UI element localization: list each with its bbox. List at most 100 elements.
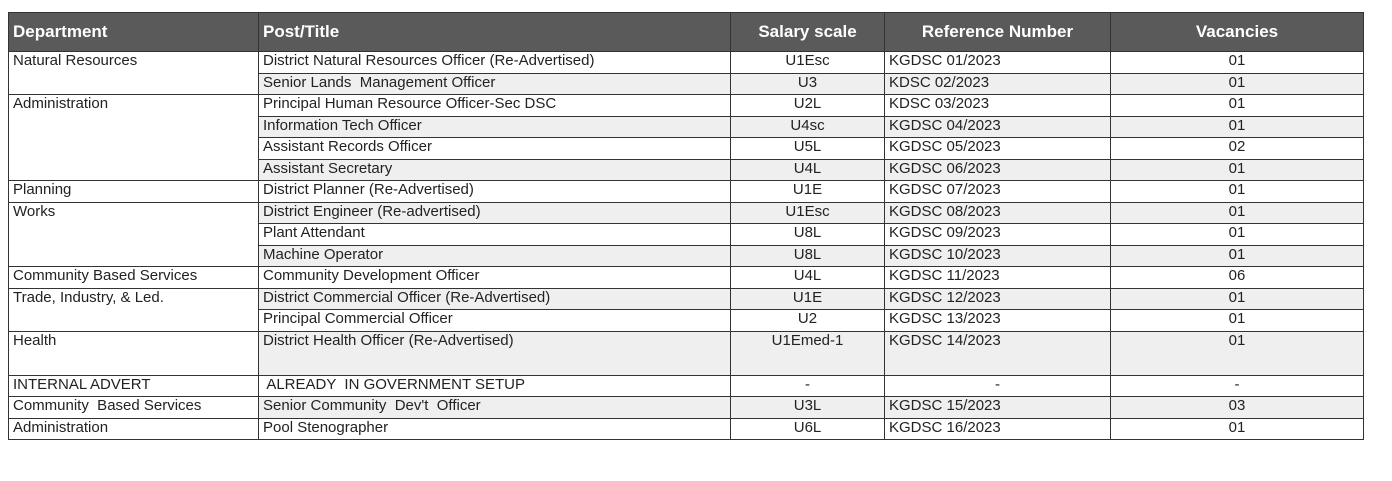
salary-cell: - <box>730 374 885 397</box>
post-cell: ALREADY IN GOVERNMENT SETUP <box>258 374 731 397</box>
table-row: Principal Commercial Officer U2 KGDSC 13/2… <box>9 309 1364 332</box>
vacancies-cell: 01 <box>1110 158 1364 181</box>
salary-cell: U5L <box>730 137 885 160</box>
header-row: Department Post/Title Salary scale Referenc… <box>8 12 1364 52</box>
department-cell: Administration <box>8 94 259 181</box>
post-cell: Pool Stenographer <box>258 417 731 440</box>
vacancies-cell: - <box>1110 374 1364 397</box>
salary-cell: U3L <box>730 396 885 419</box>
header-cell: Department <box>8 12 259 52</box>
salary-cell: U8L <box>730 223 885 246</box>
reference-cell: KGDSC 11/2023 <box>884 266 1111 289</box>
salary-cell: U1E <box>730 287 885 310</box>
post-cell: Principal Human Resource Officer-Sec DSC <box>258 94 731 117</box>
vacancies-cell: 01 <box>1110 72 1364 95</box>
salary-cell: U1E <box>730 180 885 203</box>
reference-cell: KGDSC 10/2023 <box>884 244 1111 267</box>
reference-cell: - <box>884 374 1111 397</box>
post-cell: Senior Community Dev't Officer <box>258 396 731 419</box>
salary-cell: U8L <box>730 244 885 267</box>
department-cell: Natural Resources <box>8 51 259 95</box>
table-row: Administration Principal Human Resource O… <box>8 94 1364 181</box>
vacancies-cell: 01 <box>1110 201 1364 224</box>
reference-cell: KGDSC 13/2023 <box>884 309 1111 332</box>
post-cell: District Natural Resources Officer (Re-A… <box>258 51 731 74</box>
post-cell: Principal Commercial Officer <box>258 309 731 332</box>
table-row: Community Based Services Senior Community… <box>8 396 1364 419</box>
reference-cell: KGDSC 09/2023 <box>884 223 1111 246</box>
vacancies-cell: 01 <box>1110 309 1364 332</box>
department-cell: Trade, Industry, & Led. <box>8 287 259 332</box>
vacancies-cell: 01 <box>1110 94 1364 117</box>
vacancy-table: Department Post/Title Salary scale Referenc… <box>8 12 1364 440</box>
salary-cell: U6L <box>730 417 885 440</box>
department-cell: Planning <box>8 180 259 203</box>
post-cell: District Health Officer (Re-Advertised) <box>258 330 731 376</box>
table-row: Information Tech Officer U4sc KGDSC 04/202… <box>9 115 1364 138</box>
salary-cell: U3 <box>730 72 885 95</box>
table-row: INTERNAL ADVERT ALREADY IN GOVERNMENT SE… <box>8 374 1364 397</box>
table-row: Plant Attendant U8L KGDSC 09/2023 01 <box>9 223 1364 246</box>
vacancies-cell: 01 <box>1110 51 1364 74</box>
table-row: Assistant Secretary U4L KGDSC 06/2023 01 <box>9 158 1364 181</box>
department-cell: Community Based Services <box>8 396 259 419</box>
salary-cell: U4sc <box>730 115 885 138</box>
department-cell: INTERNAL ADVERT <box>8 374 259 397</box>
post-cell: Information Tech Officer <box>258 115 731 138</box>
salary-cell: U2L <box>730 94 885 117</box>
header-cell: Vacancies <box>1110 12 1364 52</box>
table-row: Health District Health Officer (Re-Advert… <box>8 330 1364 376</box>
table-row: Planning District Planner (Re-Advertised)… <box>8 180 1364 203</box>
table-row: Works District Engineer (Re-advertised) U1… <box>8 201 1364 267</box>
department-cell: Health <box>8 330 259 376</box>
vacancies-cell: 01 <box>1110 287 1364 310</box>
post-cell: Assistant Records Officer <box>258 137 731 160</box>
vacancies-cell: 01 <box>1110 180 1364 203</box>
table-row: Community Based Services Community Develo… <box>8 266 1364 289</box>
vacancies-cell: 01 <box>1110 115 1364 138</box>
table-row: Machine Operator U8L KGDSC 10/2023 01 <box>9 244 1364 267</box>
reference-cell: KGDSC 04/2023 <box>884 115 1111 138</box>
table-row: Natural Resources District Natural Resour… <box>8 51 1364 95</box>
vacancies-cell: 06 <box>1110 266 1364 289</box>
reference-cell: KGDSC 12/2023 <box>884 287 1111 310</box>
reference-cell: KDSC 03/2023 <box>884 94 1111 117</box>
department-cell: Works <box>8 201 259 267</box>
table-row: Senior Lands Management Officer U3 KDSC 02… <box>9 72 1364 95</box>
reference-cell: KGDSC 07/2023 <box>884 180 1111 203</box>
salary-cell: U1Esc <box>730 51 885 74</box>
table-row: Trade, Industry, & Led. District Commerci… <box>8 287 1364 332</box>
salary-cell: U4L <box>730 266 885 289</box>
vacancies-cell: 01 <box>1110 223 1364 246</box>
header-cell: Salary scale <box>730 12 885 52</box>
reference-cell: KDSC 02/2023 <box>884 72 1111 95</box>
reference-cell: KGDSC 01/2023 <box>884 51 1111 74</box>
department-cell: Community Based Services <box>8 266 259 289</box>
header-cell: Reference Number <box>884 12 1111 52</box>
post-cell: Assistant Secretary <box>258 158 731 181</box>
post-cell: Senior Lands Management Officer <box>258 72 731 95</box>
reference-cell: KGDSC 15/2023 <box>884 396 1111 419</box>
salary-cell: U2 <box>730 309 885 332</box>
vacancies-cell: 03 <box>1110 396 1364 419</box>
post-cell: Machine Operator <box>258 244 731 267</box>
post-cell: District Commercial Officer (Re-Advertis… <box>258 287 731 310</box>
salary-cell: U1Esc <box>730 201 885 224</box>
vacancies-cell: 01 <box>1110 417 1364 440</box>
reference-cell: KGDSC 16/2023 <box>884 417 1111 440</box>
post-cell: Plant Attendant <box>258 223 731 246</box>
reference-cell: KGDSC 05/2023 <box>884 137 1111 160</box>
department-cell: Administration <box>8 417 259 440</box>
salary-cell: U4L <box>730 158 885 181</box>
post-cell: District Planner (Re-Advertised) <box>258 180 731 203</box>
salary-cell: U1Emed-1 <box>730 330 885 376</box>
table-row: Assistant Records Officer U5L KGDSC 05/202… <box>9 137 1364 160</box>
table-row: Administration Pool Stenographer U6L KGDSC … <box>8 417 1364 440</box>
vacancies-cell: 01 <box>1110 330 1364 376</box>
post-cell: District Engineer (Re-advertised) <box>258 201 731 224</box>
header-cell: Post/Title <box>258 12 731 52</box>
post-cell: Community Development Officer <box>258 266 731 289</box>
vacancies-cell: 02 <box>1110 137 1364 160</box>
reference-cell: KGDSC 14/2023 <box>884 330 1111 376</box>
